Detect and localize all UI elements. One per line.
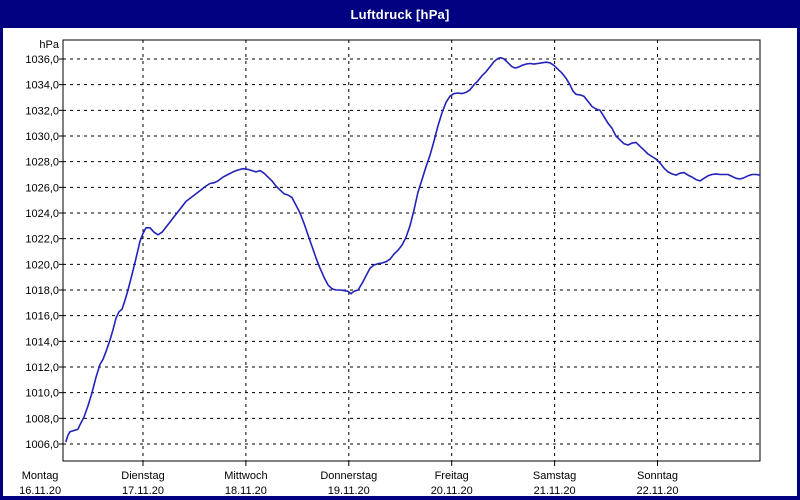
day-name-label: Montag	[22, 470, 59, 482]
day-name-label: Dienstag	[121, 470, 164, 482]
day-name-label: Mittwoch	[224, 470, 267, 482]
day-date-label: 22.11.20	[636, 485, 678, 497]
day-date-label: 21.11.20	[534, 485, 576, 497]
y-tick-label: 1036,0	[25, 54, 59, 66]
window-title: Luftdruck [hPa]	[350, 6, 450, 22]
y-tick-label: 1034,0	[25, 80, 59, 92]
day-name-label: Donnerstag	[320, 470, 377, 482]
day-date-label: 16.11.20	[19, 485, 61, 497]
y-tick-label: 1014,0	[25, 336, 59, 348]
y-axis-unit-label: hPa	[39, 39, 59, 51]
y-tick-label: 1018,0	[25, 285, 59, 297]
day-date-label: 19.11.20	[328, 485, 370, 497]
day-date-label: 20.11.20	[431, 485, 473, 497]
y-tick-label: 1012,0	[25, 362, 59, 374]
y-tick-label: 1026,0	[25, 182, 59, 194]
y-tick-label: 1022,0	[25, 234, 59, 246]
plot-border	[62, 39, 761, 462]
day-date-label: 17.11.20	[122, 485, 164, 497]
y-tick-label: 1020,0	[25, 259, 59, 271]
y-tick-label: 1016,0	[25, 311, 59, 323]
day-name-label: Freitag	[435, 470, 469, 482]
y-tick-label: 1010,0	[25, 388, 59, 400]
day-name-label: Sonntag	[637, 470, 678, 482]
y-tick-label: 1030,0	[25, 131, 59, 143]
day-name-label: Samstag	[533, 470, 576, 482]
title-bar[interactable]: Luftdruck [hPa]	[0, 0, 800, 28]
y-tick-label: 1028,0	[25, 157, 59, 169]
y-tick-label: 1006,0	[25, 439, 59, 451]
y-tick-label: 1008,0	[25, 413, 59, 425]
pressure-curve	[65, 56, 761, 443]
y-tick-label: 1024,0	[25, 208, 59, 220]
day-date-label: 18.11.20	[225, 485, 267, 497]
y-tick-label: 1032,0	[25, 105, 59, 117]
